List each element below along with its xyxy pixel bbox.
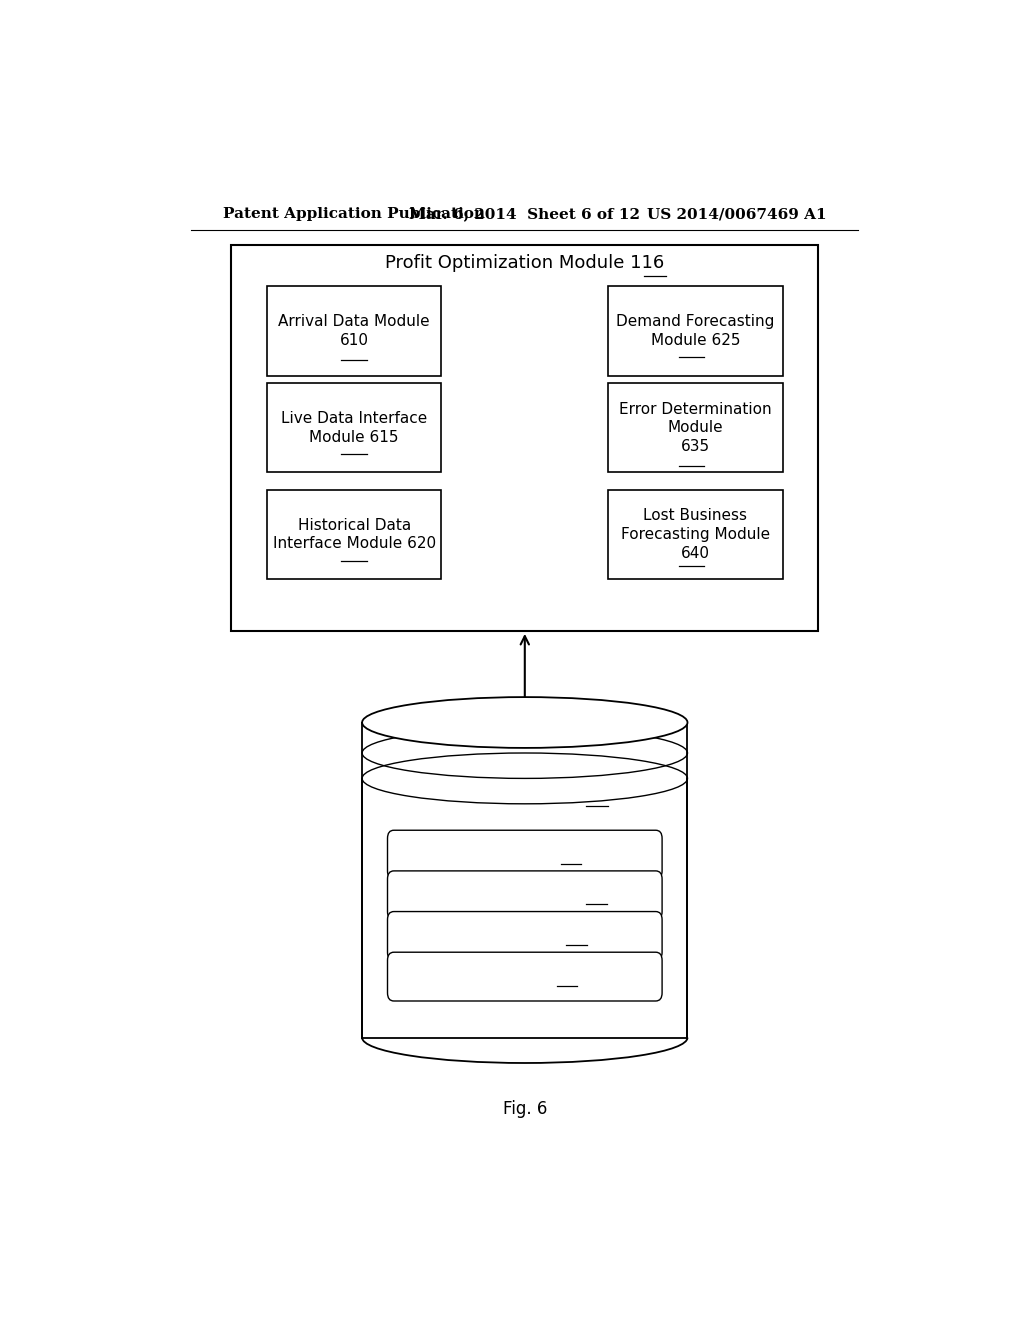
Text: Profit Optimization Module 116: Profit Optimization Module 116 (385, 253, 665, 272)
Bar (354, 722, 695, 752)
FancyBboxPatch shape (387, 912, 663, 961)
Bar (354, 748, 695, 779)
Bar (267, 383, 441, 473)
FancyBboxPatch shape (387, 830, 663, 879)
Text: Data Store 650: Data Store 650 (462, 784, 588, 803)
Bar (267, 286, 441, 376)
Bar (231, 244, 818, 631)
FancyBboxPatch shape (387, 952, 663, 1001)
Text: Demand Forecast Data 656: Demand Forecast Data 656 (429, 929, 621, 942)
FancyBboxPatch shape (387, 871, 663, 920)
Text: Historical Transaction Data 654: Historical Transaction Data 654 (416, 888, 634, 903)
Text: Patent Application Publication: Patent Application Publication (223, 207, 485, 222)
Bar (608, 383, 782, 473)
Text: Live Transaction Data 652: Live Transaction Data 652 (434, 847, 615, 862)
Text: Arrival Data Module
610: Arrival Data Module 610 (279, 314, 430, 348)
Bar (267, 490, 441, 579)
Text: Lost Business
Forecasting Module
640: Lost Business Forecasting Module 640 (621, 508, 770, 561)
Text: Fig. 6: Fig. 6 (503, 1100, 547, 1118)
Text: Live Data Interface
Module 615: Live Data Interface Module 615 (281, 411, 427, 445)
Text: Mar. 6, 2014  Sheet 6 of 12: Mar. 6, 2014 Sheet 6 of 12 (410, 207, 640, 222)
Ellipse shape (362, 697, 687, 748)
Bar (608, 490, 782, 579)
Text: US 2014/0067469 A1: US 2014/0067469 A1 (647, 207, 826, 222)
Text: Lost Business Data 658: Lost Business Data 658 (443, 970, 606, 983)
Text: Demand Forecasting
Module 625: Demand Forecasting Module 625 (616, 314, 774, 348)
Text: Historical Data
Interface Module 620: Historical Data Interface Module 620 (272, 517, 436, 552)
Text: Error Determination
Module
635: Error Determination Module 635 (620, 401, 772, 454)
Bar (608, 286, 782, 376)
Bar (362, 722, 687, 1038)
